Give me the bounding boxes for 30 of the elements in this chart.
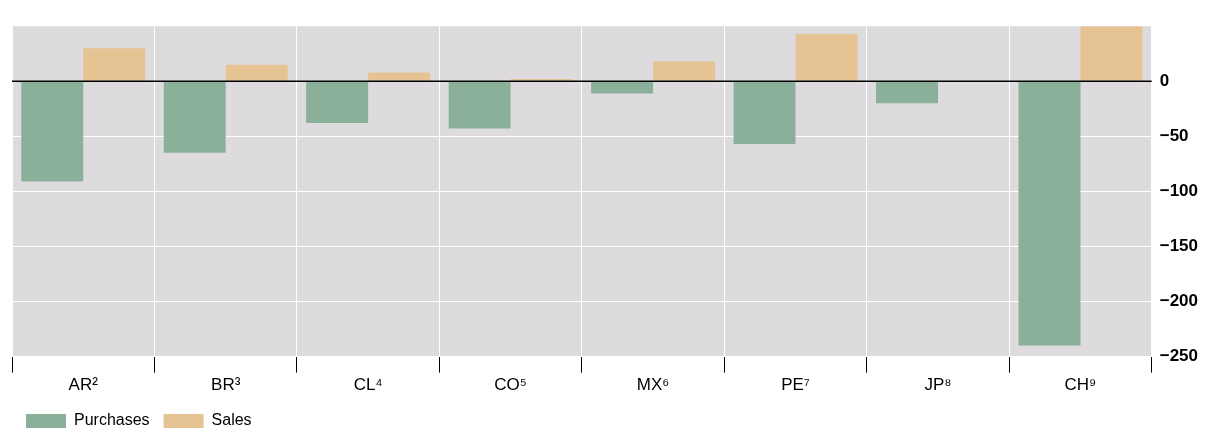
x-tick-label: CO⁵	[494, 375, 527, 395]
bar	[163, 81, 226, 153]
bar	[653, 61, 716, 81]
x-tick-label: PE⁷	[781, 375, 810, 395]
bar	[1080, 26, 1143, 81]
x-tick-label: CL⁴	[353, 375, 383, 395]
y-tick-label: 0	[1159, 70, 1170, 90]
bar	[306, 81, 369, 124]
bar	[448, 81, 511, 129]
bar	[368, 72, 431, 81]
bar	[1018, 81, 1081, 346]
bar	[795, 33, 858, 81]
y-tick-label: −100	[1159, 181, 1199, 201]
y-tick-label: −250	[1159, 346, 1199, 366]
bar	[591, 81, 654, 94]
x-tick-label: AR²	[68, 375, 99, 395]
y-tick-label: −50	[1159, 126, 1189, 146]
x-tick-label: MX⁶	[636, 375, 670, 395]
x-tick-label: BR³	[211, 375, 241, 395]
bar	[876, 81, 939, 104]
bar	[225, 64, 288, 81]
y-tick-label: −150	[1159, 236, 1199, 256]
bar	[21, 81, 84, 182]
bar	[83, 48, 146, 81]
y-tick-label: −200	[1159, 291, 1199, 311]
x-tick-label: CH⁹	[1064, 375, 1097, 395]
bar	[733, 81, 796, 145]
legend-label: Purchases	[74, 411, 150, 429]
legend-label: Sales	[211, 411, 252, 429]
x-tick-label: JP⁸	[924, 375, 952, 395]
